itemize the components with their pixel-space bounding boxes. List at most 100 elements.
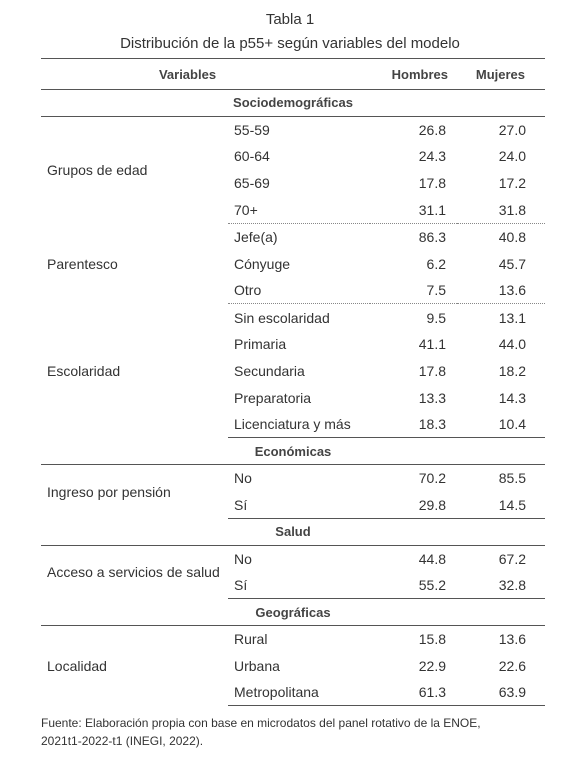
table-row: Licenciatura y más 18.3 10.4 bbox=[41, 411, 546, 439]
mujeres-value: 22.6 bbox=[498, 657, 527, 674]
category-label: Preparatoria bbox=[234, 389, 312, 406]
hombres-value: 41.1 bbox=[418, 336, 447, 353]
hombres-value: 22.9 bbox=[418, 657, 447, 674]
section-row: Geográficas bbox=[41, 598, 546, 626]
hombres-value: 55.2 bbox=[370, 571, 458, 600]
header-mujeres: Mujeres bbox=[457, 58, 546, 90]
mujeres-value: 17.2 bbox=[498, 175, 527, 192]
mujeres-value: 10.4 bbox=[457, 411, 546, 439]
variable-label: Localidad bbox=[47, 657, 107, 674]
category-label: Sin escolaridad bbox=[234, 309, 330, 326]
distribution-table: Variables Hombres Mujeres Sociodemográfi… bbox=[41, 58, 546, 707]
hombres-value: 17.8 bbox=[418, 175, 447, 192]
table-row: Urbana 22.9 22.6 bbox=[41, 652, 545, 679]
mujeres-value: 44.0 bbox=[498, 336, 527, 353]
category-label: Cónyuge bbox=[234, 255, 291, 272]
mujeres-value: 40.8 bbox=[498, 229, 527, 246]
hombres-value: 26.8 bbox=[418, 121, 447, 138]
hombres-value: 29.8 bbox=[370, 491, 458, 519]
hombres-value: 24.3 bbox=[418, 148, 447, 165]
mujeres-value: 31.8 bbox=[457, 196, 546, 224]
mujeres-value: 13.6 bbox=[457, 277, 546, 305]
category-label: 55-59 bbox=[234, 121, 270, 138]
table-row: Secundaria 17.8 18.2 bbox=[41, 357, 545, 384]
hombres-value: 7.5 bbox=[370, 277, 458, 305]
table-row: Localidad Rural 15.8 13.6 bbox=[41, 625, 545, 674]
hombres-value: 44.8 bbox=[418, 550, 447, 567]
category-label: Sí bbox=[228, 491, 371, 519]
category-label: Sí bbox=[228, 571, 371, 600]
section-heading: Salud bbox=[41, 518, 546, 546]
hombres-value: 61.3 bbox=[370, 679, 458, 707]
table-row: 70+ 31.1 31.8 bbox=[41, 196, 546, 224]
table-row: Primaria 41.1 44.0 bbox=[41, 331, 545, 358]
category-label: Metropolitana bbox=[228, 679, 371, 707]
source-note: Fuente: Elaboración propia con base en m… bbox=[41, 714, 561, 750]
table-body: Sociodemográficas Grupos de edad 55-59 26.8… bbox=[41, 89, 546, 707]
table-title: Tabla 1 bbox=[265, 11, 315, 28]
source-line-1: Fuente: Elaboración propia con base en m… bbox=[41, 716, 481, 730]
table-row: Metropolitana 61.3 63.9 bbox=[41, 679, 546, 707]
header-row: Variables Hombres Mujeres bbox=[41, 58, 546, 90]
variable-label: Ingreso por pensión bbox=[47, 483, 171, 500]
mujeres-value: 14.3 bbox=[498, 389, 527, 406]
category-label: No bbox=[234, 550, 252, 567]
category-label: No bbox=[234, 470, 252, 487]
hombres-value: 15.8 bbox=[418, 631, 447, 648]
table-row: Cónyuge 6.2 45.7 bbox=[41, 250, 545, 277]
table-row: Escolaridad Sin escolaridad 9.5 13.1 bbox=[41, 304, 545, 379]
source-line-2: 2021t1-2022-t1 (INEGI, 2022). bbox=[41, 734, 204, 748]
table-row: Sí 55.2 32.8 bbox=[41, 571, 546, 600]
category-label: Urbana bbox=[234, 657, 280, 674]
section-row: Económicas bbox=[41, 437, 546, 466]
hombres-value: 86.3 bbox=[418, 229, 447, 246]
section-heading: Sociodemográficas bbox=[41, 89, 546, 117]
table-row: 60-64 24.3 24.0 bbox=[41, 143, 545, 170]
hombres-value: 17.8 bbox=[418, 362, 447, 379]
mujeres-value: 67.2 bbox=[498, 550, 527, 567]
category-label: Jefe(a) bbox=[234, 229, 278, 246]
mujeres-value: 85.5 bbox=[498, 470, 527, 487]
mujeres-value: 32.8 bbox=[457, 571, 546, 600]
section-row: Salud bbox=[41, 518, 546, 546]
table-row: Preparatoria 13.3 14.3 bbox=[41, 384, 545, 411]
mujeres-value: 24.0 bbox=[498, 148, 527, 165]
table-row: Grupos de edad 55-59 26.8 27.0 bbox=[41, 116, 545, 178]
hombres-value: 6.2 bbox=[426, 255, 447, 272]
category-label: 65-69 bbox=[234, 175, 270, 192]
category-label: Primaria bbox=[234, 336, 287, 353]
section-heading: Económicas bbox=[41, 437, 546, 466]
table-row: Otro 7.5 13.6 bbox=[41, 277, 546, 305]
hombres-value: 13.3 bbox=[418, 389, 447, 406]
category-label: Secundaria bbox=[234, 362, 305, 379]
category-label: 70+ bbox=[228, 196, 371, 224]
category-label: Rural bbox=[234, 631, 268, 648]
variable-label: Acceso a servicios de salud bbox=[47, 564, 220, 581]
hombres-value: 70.2 bbox=[418, 470, 447, 487]
variable-label: Escolaridad bbox=[47, 362, 121, 379]
mujeres-value: 27.0 bbox=[498, 121, 527, 138]
variable-label: Grupos de edad bbox=[47, 162, 148, 179]
section-row: Sociodemográficas bbox=[41, 89, 546, 117]
table-row: Parentesco Jefe(a) 86.3 40.8 bbox=[41, 223, 545, 272]
table-row: Sí 29.8 14.5 bbox=[41, 491, 546, 519]
table-row: Acceso a servicios de salud No 44.8 67.2 bbox=[41, 545, 545, 580]
category-label: 60-64 bbox=[234, 148, 270, 165]
mujeres-value: 18.2 bbox=[498, 362, 527, 379]
section-heading: Geográficas bbox=[41, 598, 546, 626]
hombres-value: 9.5 bbox=[426, 309, 447, 326]
table-subtitle: Distribución de la p55+ según variables … bbox=[120, 35, 460, 52]
mujeres-value: 13.1 bbox=[498, 309, 527, 326]
mujeres-value: 45.7 bbox=[498, 255, 527, 272]
mujeres-value: 14.5 bbox=[457, 491, 546, 519]
category-label: Otro bbox=[228, 277, 371, 305]
table-row: Ingreso por pensión No 70.2 85.5 bbox=[41, 465, 545, 499]
header-hombres: Hombres bbox=[370, 58, 458, 90]
category-label: Licenciatura y más bbox=[228, 411, 371, 439]
header-variables: Variables bbox=[41, 58, 371, 90]
variable-label: Parentesco bbox=[47, 255, 118, 272]
hombres-value: 18.3 bbox=[370, 411, 458, 439]
table-row: 65-69 17.8 17.2 bbox=[41, 170, 545, 197]
mujeres-value: 13.6 bbox=[498, 631, 527, 648]
